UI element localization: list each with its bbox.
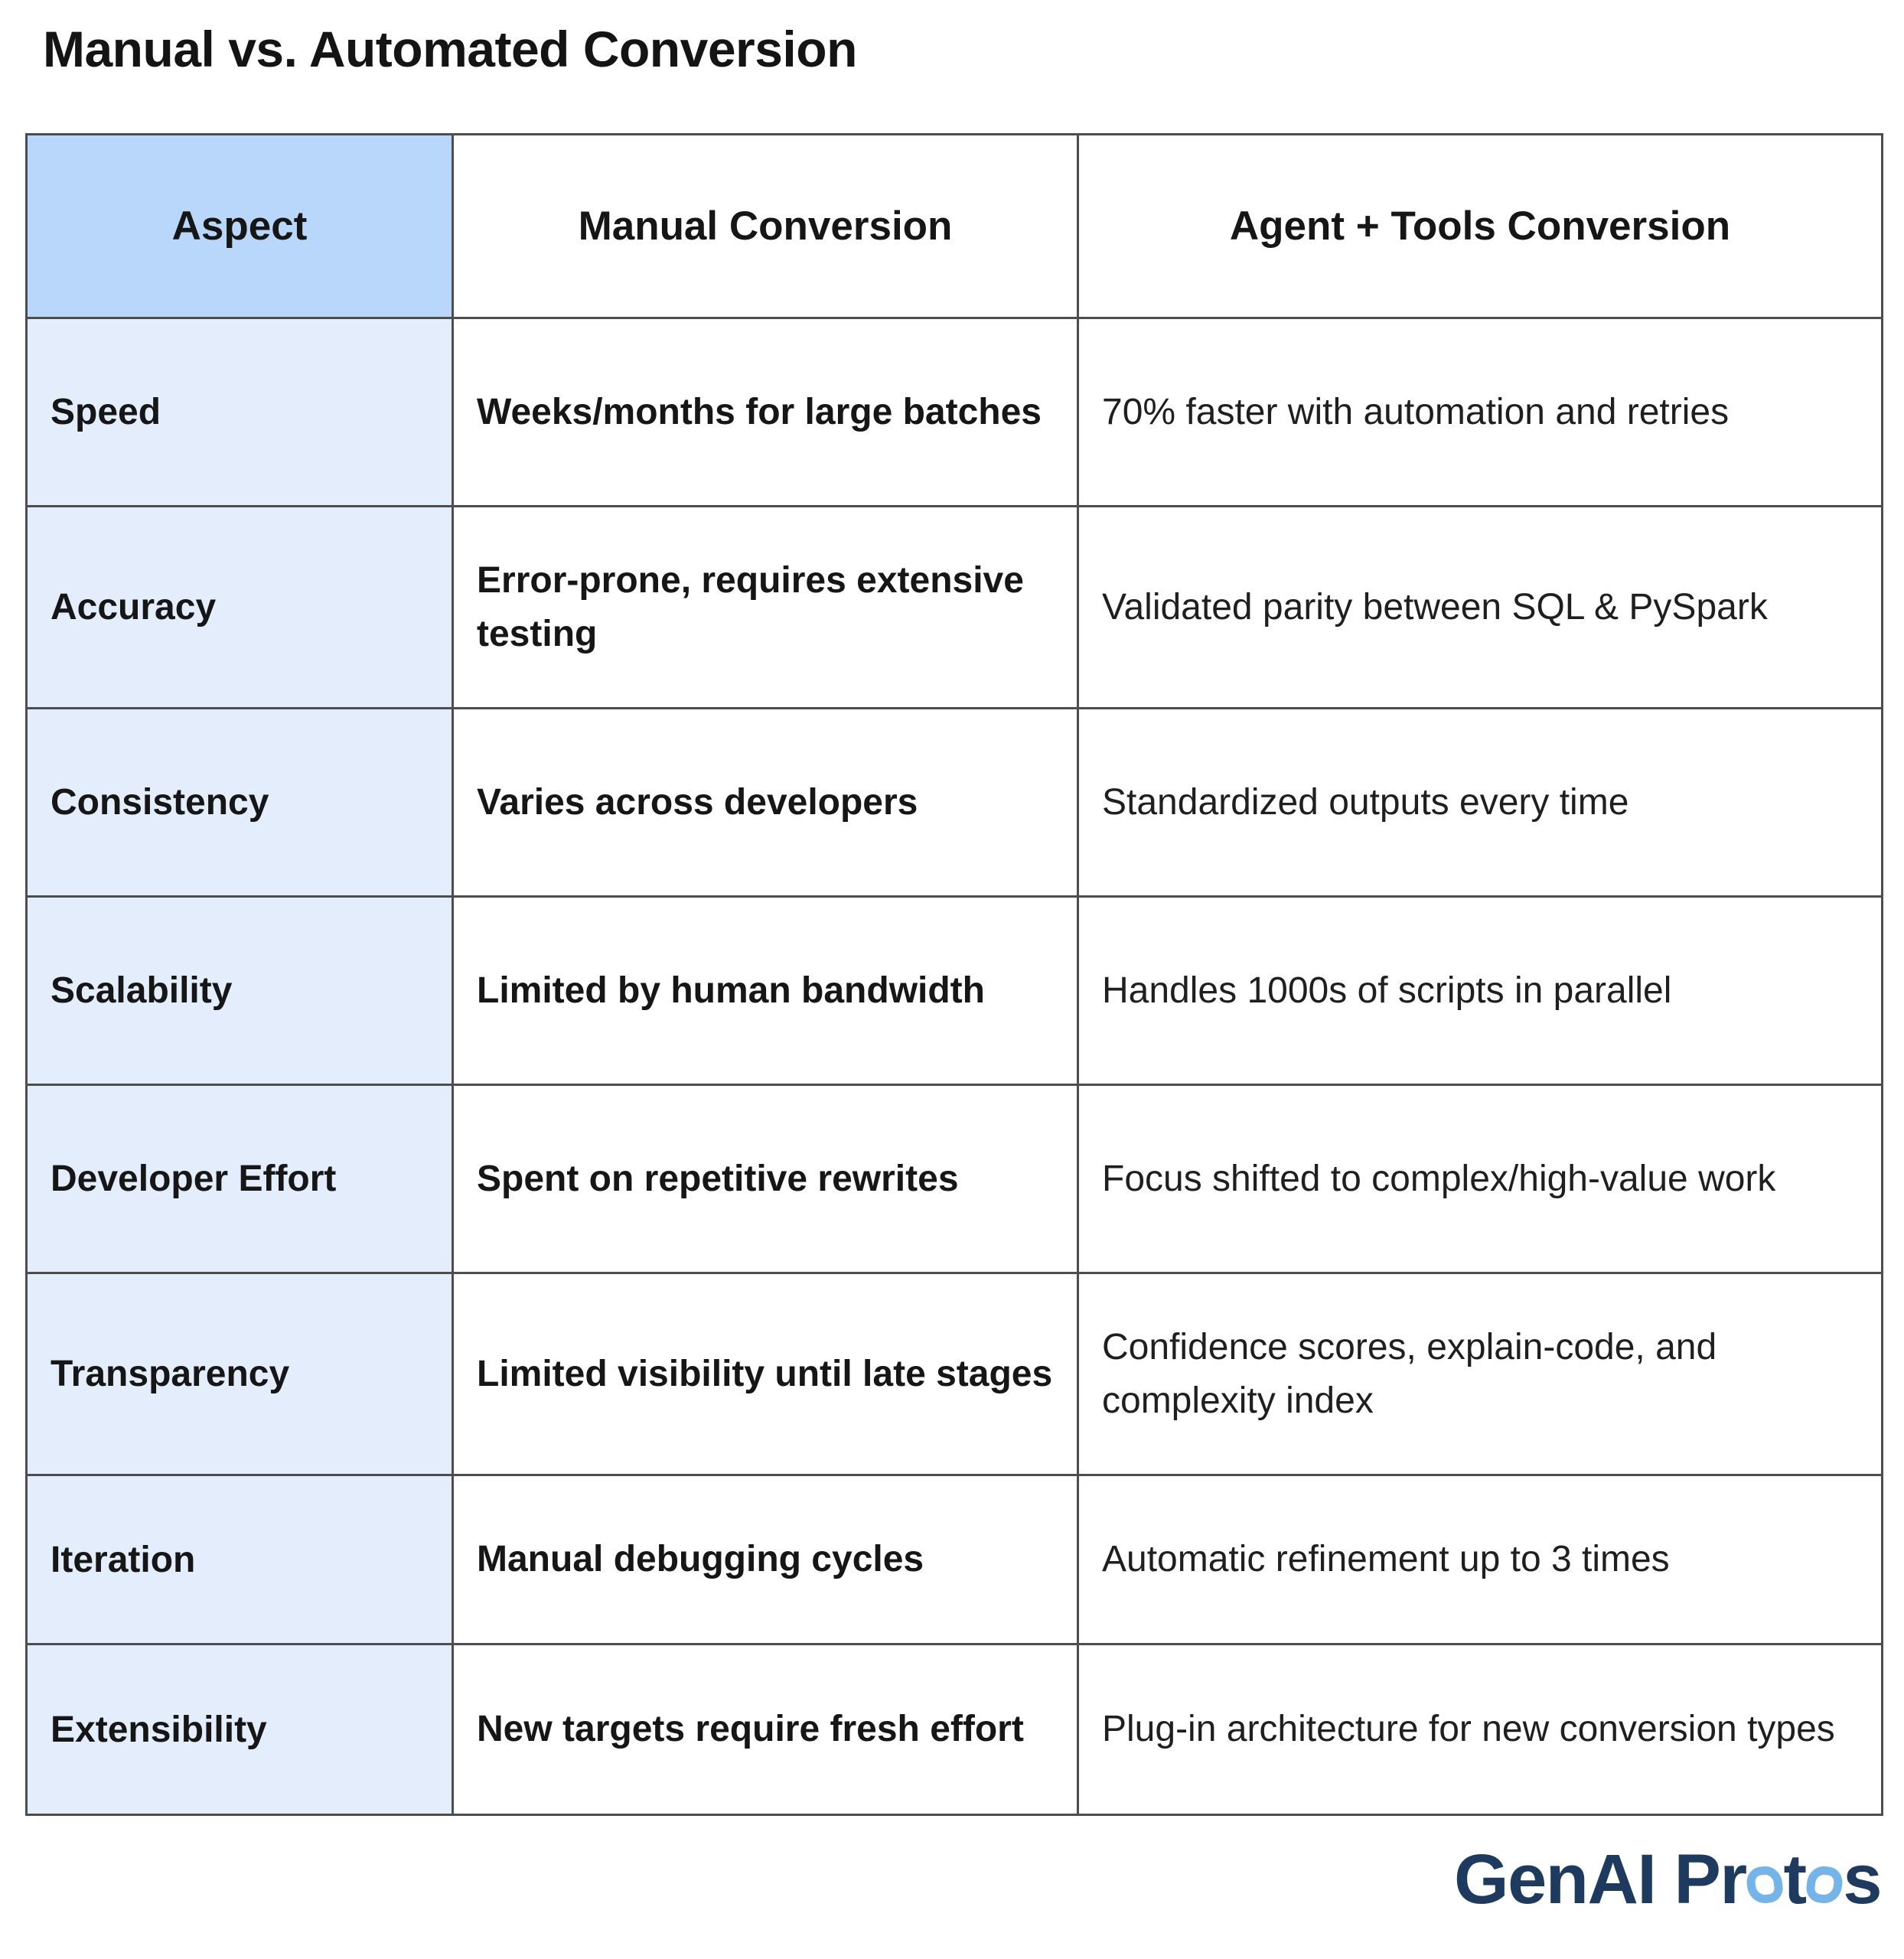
manual-cell: Error-prone, requires extensive testing	[452, 505, 1079, 709]
agent-cell: Validated parity between SQL & PySpark	[1077, 505, 1883, 709]
table-row: Extensibility New targets require fresh …	[25, 1643, 1883, 1816]
comparison-table: Aspect Manual Conversion Agent + Tools C…	[25, 133, 1883, 1816]
aspect-cell: Extensibility	[25, 1643, 454, 1816]
table-row: Consistency Varies across developers Sta…	[25, 707, 1883, 898]
manual-cell: Spent on repetitive rewrites	[452, 1084, 1079, 1274]
agent-cell: Focus shifted to complex/high-value work	[1077, 1084, 1883, 1274]
aspect-cell: Scalability	[25, 895, 454, 1086]
logo-text-t: t	[1783, 1840, 1807, 1918]
logo-text-s: s	[1843, 1840, 1882, 1918]
agent-cell: Standardized outputs every time	[1077, 707, 1883, 898]
header-row: Aspect Manual Conversion Agent + Tools C…	[25, 133, 1883, 319]
header-cell-aspect: Aspect	[25, 133, 454, 319]
manual-cell: Limited by human bandwidth	[452, 895, 1079, 1086]
logo-o-icon	[1805, 1864, 1844, 1905]
aspect-cell: Accuracy	[25, 505, 454, 709]
agent-cell: Handles 1000s of scripts in parallel	[1077, 895, 1883, 1086]
table-row: Accuracy Error-prone, requires extensive…	[25, 505, 1883, 709]
manual-cell: Limited visibility until late stages	[452, 1272, 1079, 1476]
logo-o-icon	[1745, 1864, 1785, 1905]
genai-protos-logo: GenAI Pr t s	[1454, 1840, 1882, 1918]
table-row: Transparency Limited visibility until la…	[25, 1272, 1883, 1476]
table-row: Scalability Limited by human bandwidth H…	[25, 895, 1883, 1086]
agent-cell: Plug-in architecture for new conversion …	[1077, 1643, 1883, 1816]
table-row: Iteration Manual debugging cycles Automa…	[25, 1474, 1883, 1645]
header-cell-agent: Agent + Tools Conversion	[1077, 133, 1883, 319]
manual-cell: New targets require fresh effort	[452, 1643, 1079, 1816]
manual-cell: Varies across developers	[452, 707, 1079, 898]
header-cell-manual: Manual Conversion	[452, 133, 1079, 319]
page-title: Manual vs. Automated Conversion	[43, 21, 857, 77]
agent-cell: Confidence scores, explain-code, and com…	[1077, 1272, 1883, 1476]
table-row: Developer Effort Spent on repetitive rew…	[25, 1084, 1883, 1274]
aspect-cell: Speed	[25, 317, 454, 507]
aspect-cell: Transparency	[25, 1272, 454, 1476]
agent-cell: Automatic refinement up to 3 times	[1077, 1474, 1883, 1645]
table-row: Speed Weeks/months for large batches 70%…	[25, 317, 1883, 507]
logo-text-before: GenAI Pr	[1454, 1840, 1747, 1918]
manual-cell: Manual debugging cycles	[452, 1474, 1079, 1645]
agent-cell: 70% faster with automation and retries	[1077, 317, 1883, 507]
manual-cell: Weeks/months for large batches	[452, 317, 1079, 507]
aspect-cell: Iteration	[25, 1474, 454, 1645]
aspect-cell: Consistency	[25, 707, 454, 898]
aspect-cell: Developer Effort	[25, 1084, 454, 1274]
